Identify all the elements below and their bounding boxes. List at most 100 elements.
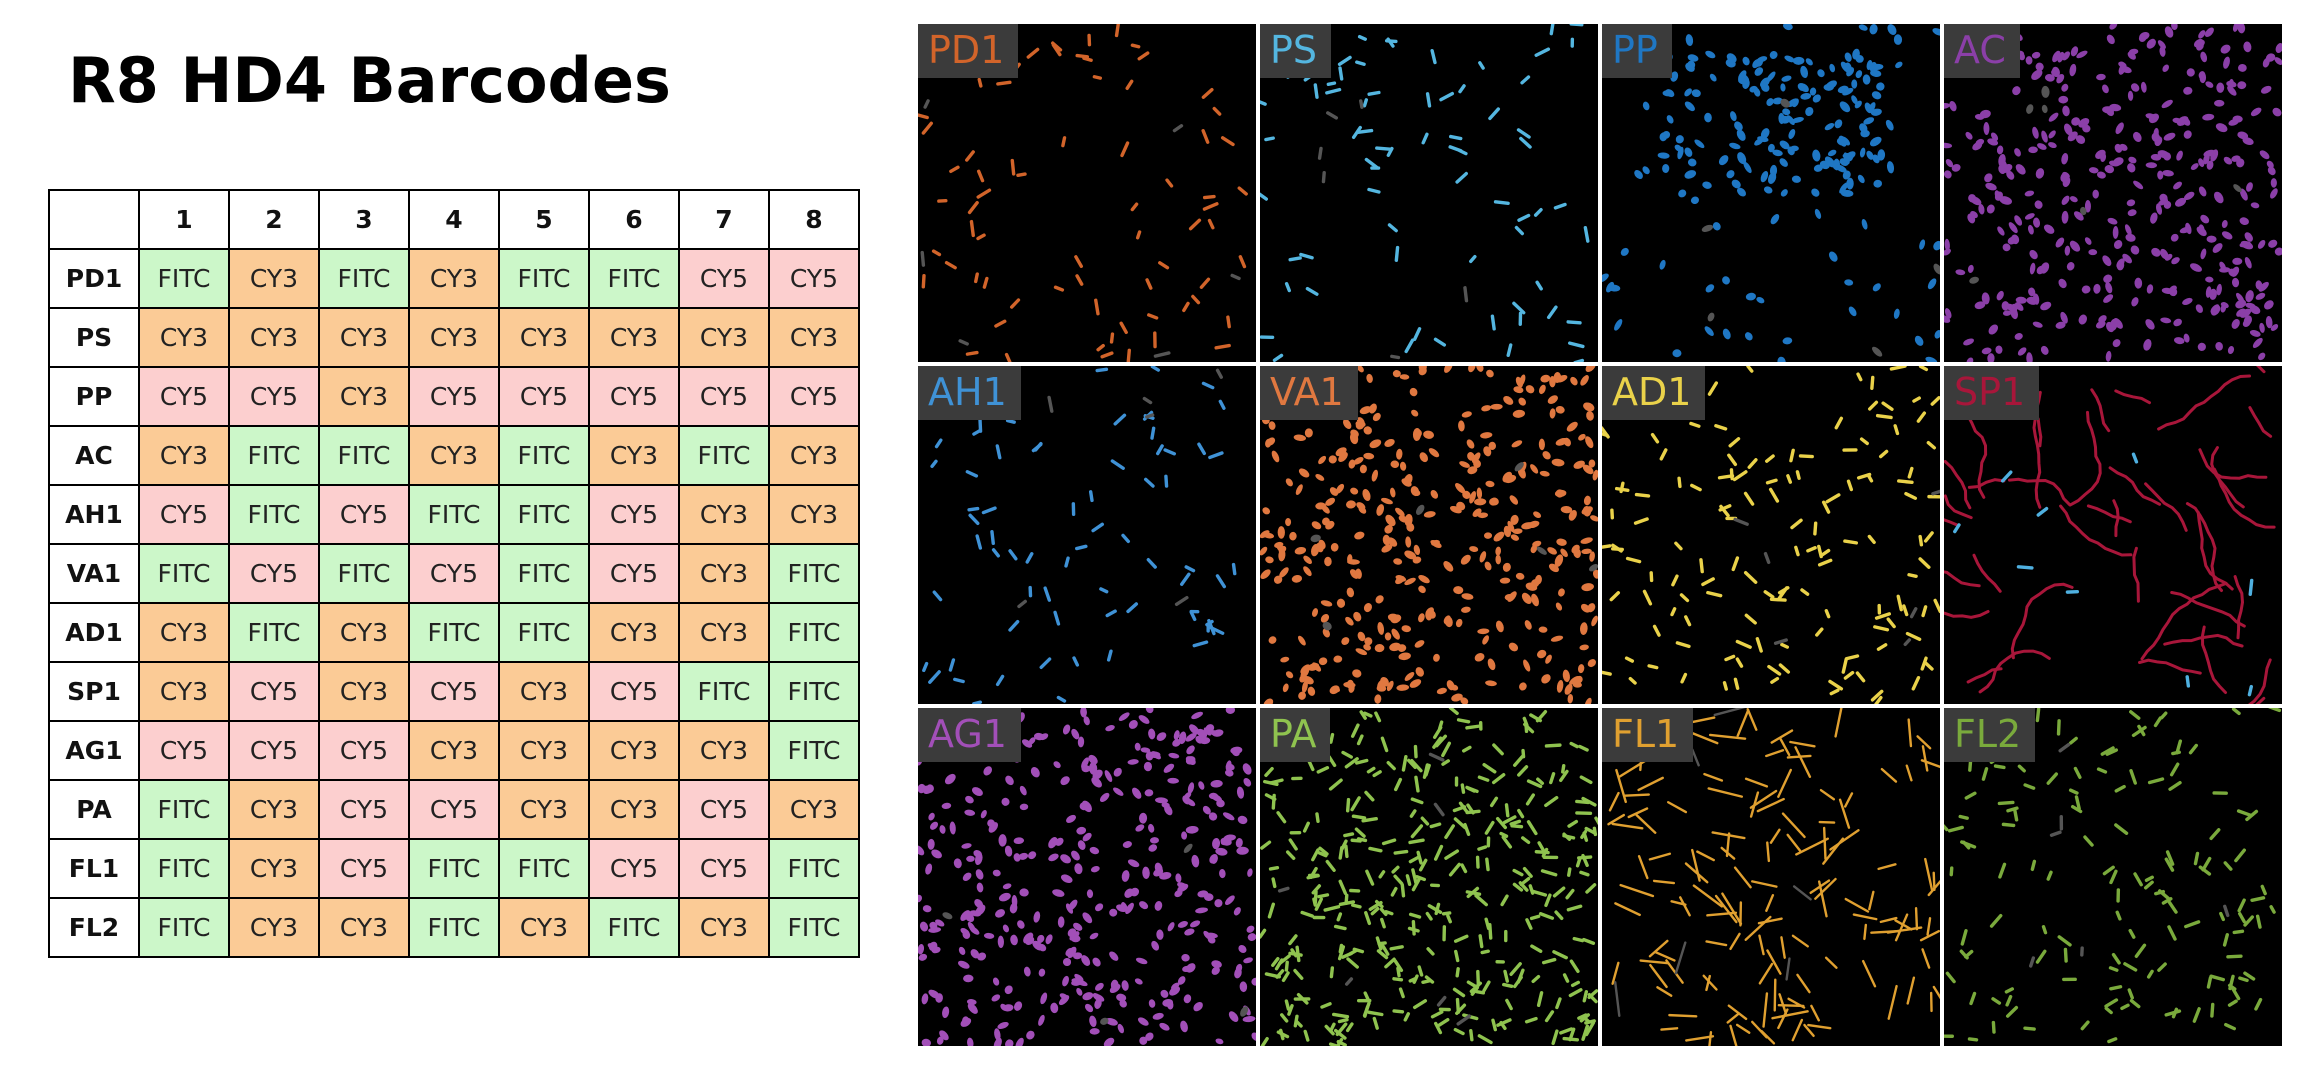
barcode-cell: CY5 xyxy=(588,366,680,427)
barcode-cell: CY5 xyxy=(768,248,860,309)
barcode-cell: CY3 xyxy=(228,307,320,368)
micrograph-panel: PP xyxy=(1602,24,1940,362)
barcode-cell: CY3 xyxy=(408,720,500,781)
barcode-cell: FITC xyxy=(768,661,860,722)
barcode-cell: CY5 xyxy=(678,248,770,309)
column-header: 1 xyxy=(138,189,230,250)
table-row: SP1 CY3 CY5 CY3 CY5 CY3 CY5 FITC FITC xyxy=(48,661,860,722)
barcode-cell: FITC xyxy=(318,543,410,604)
micrograph-panel: SP1 xyxy=(1944,366,2282,704)
column-header: 4 xyxy=(408,189,500,250)
table-row: FL2 FITC CY3 CY3 FITC CY3 FITC CY3 FITC xyxy=(48,897,860,958)
barcode-cell: FITC xyxy=(768,602,860,663)
micrograph-panel: FL1 xyxy=(1602,708,1940,1046)
barcode-cell: CY3 xyxy=(318,897,410,958)
panel-label: AC xyxy=(1944,24,2020,78)
barcode-cell: FITC xyxy=(588,248,680,309)
barcode-cell: FITC xyxy=(768,543,860,604)
barcode-cell: CY3 xyxy=(768,425,860,486)
barcode-cell: FITC xyxy=(678,661,770,722)
table-row: VA1 FITC CY5 FITC CY5 FITC CY5 CY3 FITC xyxy=(48,543,860,604)
barcode-cell: FITC xyxy=(318,425,410,486)
barcode-cell: CY5 xyxy=(588,484,680,545)
barcode-cell: CY3 xyxy=(588,779,680,840)
barcode-cell: CY5 xyxy=(678,838,770,899)
barcode-cell: CY3 xyxy=(678,307,770,368)
barcode-cell: CY3 xyxy=(588,720,680,781)
barcode-cell: FITC xyxy=(498,543,590,604)
barcode-cell: CY3 xyxy=(408,307,500,368)
barcode-cell: CY3 xyxy=(768,307,860,368)
panel-label: SP1 xyxy=(1944,366,2040,420)
micrograph-panel: AC xyxy=(1944,24,2282,362)
column-header: 2 xyxy=(228,189,320,250)
micrograph-image xyxy=(918,708,1256,1046)
table-row: PA FITC CY3 CY5 CY5 CY3 CY3 CY5 CY3 xyxy=(48,779,860,840)
row-header: PS xyxy=(48,307,140,368)
table-row: AD1 CY3 FITC CY3 FITC FITC CY3 CY3 FITC xyxy=(48,602,860,663)
micrograph-panel: AD1 xyxy=(1602,366,1940,704)
barcode-cell: FITC xyxy=(498,484,590,545)
row-header: FL2 xyxy=(48,897,140,958)
barcode-cell: CY5 xyxy=(588,838,680,899)
column-header: 6 xyxy=(588,189,680,250)
barcode-cell: FITC xyxy=(498,838,590,899)
barcode-cell: FITC xyxy=(768,720,860,781)
panel-label: VA1 xyxy=(1260,366,1358,420)
barcode-cell: FITC xyxy=(498,602,590,663)
barcode-cell: CY5 xyxy=(768,366,860,427)
micrograph-image xyxy=(1944,708,2282,1044)
barcode-cell: FITC xyxy=(678,425,770,486)
barcode-cell: CY3 xyxy=(678,543,770,604)
barcode-cell: FITC xyxy=(138,779,230,840)
barcode-cell: FITC xyxy=(228,425,320,486)
row-header: AD1 xyxy=(48,602,140,663)
barcode-cell: CY3 xyxy=(678,484,770,545)
barcode-cell: CY3 xyxy=(498,779,590,840)
barcode-cell: CY3 xyxy=(228,897,320,958)
barcode-cell: CY3 xyxy=(498,307,590,368)
barcode-cell: CY3 xyxy=(498,897,590,958)
barcode-cell: FITC xyxy=(408,484,500,545)
table-row: PD1 FITC CY3 FITC CY3 FITC FITC CY5 CY5 xyxy=(48,248,860,309)
barcode-cell: CY5 xyxy=(408,543,500,604)
barcode-cell: CY5 xyxy=(498,366,590,427)
barcode-cell: CY3 xyxy=(318,602,410,663)
panel-label: FL1 xyxy=(1602,708,1694,762)
row-header: AG1 xyxy=(48,720,140,781)
barcode-cell: CY3 xyxy=(228,838,320,899)
page-title: R8 HD4 Barcodes xyxy=(68,44,671,117)
barcode-cell: CY5 xyxy=(318,838,410,899)
micrograph-panel: AH1 xyxy=(918,366,1256,704)
barcode-cell: CY3 xyxy=(588,602,680,663)
barcode-cell: CY3 xyxy=(768,779,860,840)
panel-label: PS xyxy=(1260,24,1332,78)
row-header: VA1 xyxy=(48,543,140,604)
barcode-cell: CY5 xyxy=(138,484,230,545)
row-header: SP1 xyxy=(48,661,140,722)
panel-label: AH1 xyxy=(918,366,1021,420)
micrograph-image xyxy=(1602,708,1940,1046)
micrograph-panel: AG1 xyxy=(918,708,1256,1046)
panel-label: PA xyxy=(1260,708,1331,762)
barcode-cell: CY3 xyxy=(588,425,680,486)
barcode-cell: FITC xyxy=(228,602,320,663)
barcode-cell: CY3 xyxy=(318,366,410,427)
barcode-cell: FITC xyxy=(588,897,680,958)
barcode-cell: CY5 xyxy=(408,661,500,722)
barcode-cell: CY3 xyxy=(588,307,680,368)
panel-label: FL2 xyxy=(1944,708,2036,762)
barcode-cell: CY5 xyxy=(408,366,500,427)
barcode-cell: CY5 xyxy=(228,366,320,427)
micrograph-panel: FL2 xyxy=(1944,708,2282,1046)
barcode-cell: CY5 xyxy=(678,779,770,840)
barcode-cell: CY3 xyxy=(408,248,500,309)
table-row: PS CY3 CY3 CY3 CY3 CY3 CY3 CY3 CY3 xyxy=(48,307,860,368)
column-header: 5 xyxy=(498,189,590,250)
column-header: 8 xyxy=(768,189,860,250)
micrograph-image xyxy=(1944,24,2282,362)
row-header: AH1 xyxy=(48,484,140,545)
barcode-cell: CY5 xyxy=(138,720,230,781)
barcode-cell: CY5 xyxy=(318,720,410,781)
barcode-cell: CY5 xyxy=(318,484,410,545)
